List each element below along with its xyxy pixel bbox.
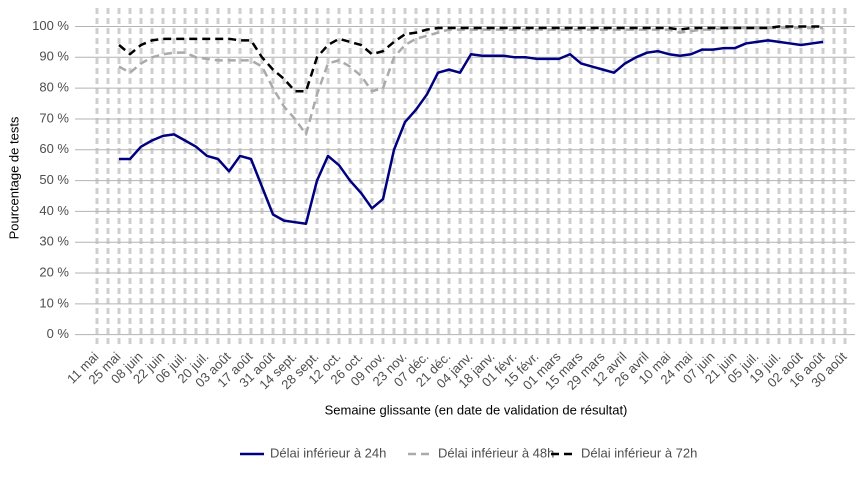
y-tick-label: 30 % bbox=[39, 234, 69, 249]
legend-label: Délai inférieur à 24h bbox=[270, 445, 386, 460]
y-tick-label: 50 % bbox=[39, 172, 69, 187]
y-tick-label: 20 % bbox=[39, 264, 69, 279]
y-tick-label: 60 % bbox=[39, 141, 69, 156]
legend-label: Délai inférieur à 48h bbox=[438, 445, 554, 460]
y-tick-label: 70 % bbox=[39, 110, 69, 125]
legend-label: Délai inférieur à 72h bbox=[581, 445, 697, 460]
y-tick-label: 0 % bbox=[47, 326, 70, 341]
y-tick-label: 100 % bbox=[32, 18, 69, 33]
series-line bbox=[119, 39, 824, 225]
y-tick-label: 10 % bbox=[39, 295, 69, 310]
y-tick-label: 40 % bbox=[39, 203, 69, 218]
y-axis-label: Pourcentage de tests bbox=[6, 116, 21, 239]
series-line bbox=[118, 26, 823, 136]
y-tick-label: 90 % bbox=[39, 49, 69, 64]
y-tick-label: 80 % bbox=[39, 80, 69, 95]
x-axis-label: Semaine glissante (en date de validation… bbox=[325, 402, 628, 417]
